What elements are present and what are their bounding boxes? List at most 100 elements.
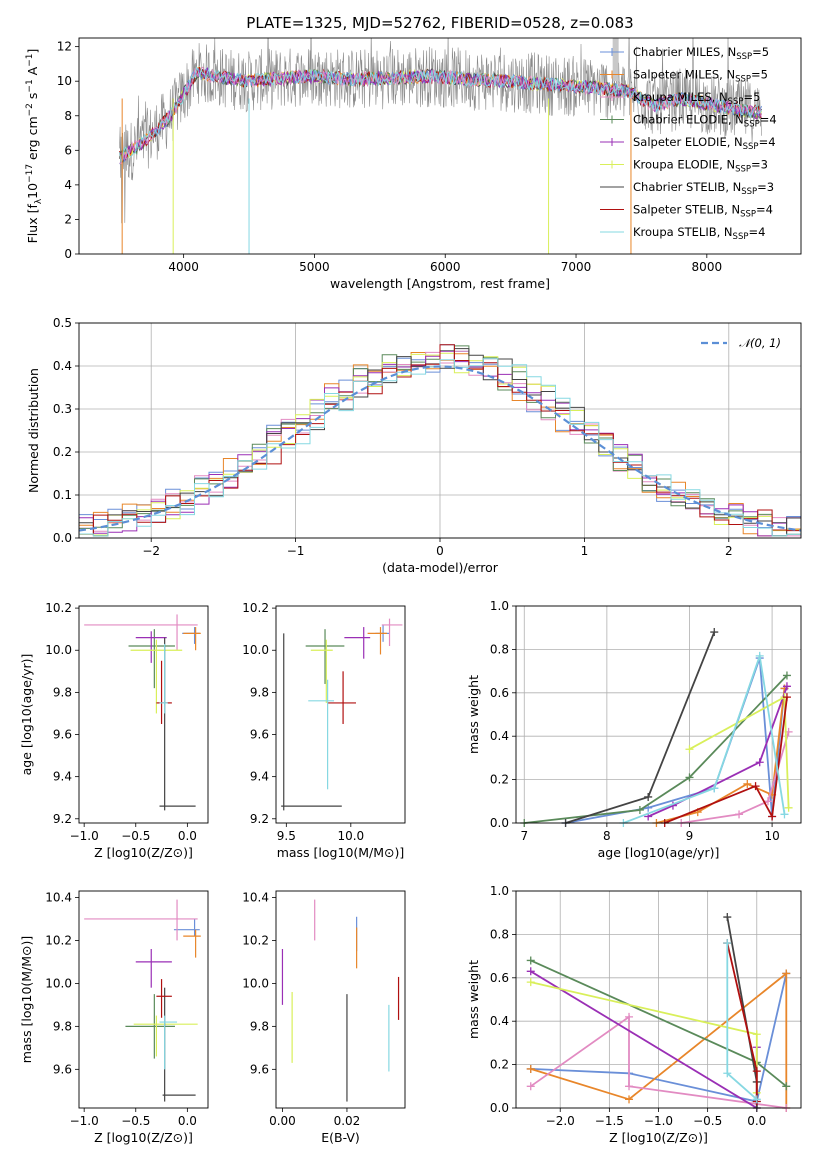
- mass-weight-marker: [723, 913, 732, 922]
- mass-weight-marker: [752, 1030, 761, 1039]
- y-tick-label: 0.2: [490, 1058, 509, 1072]
- mass-weight-marker: [526, 1082, 535, 1091]
- axes-frame: [515, 605, 802, 824]
- x-tick-label: 0.0: [178, 1114, 197, 1128]
- y-tick-label: 10.0: [45, 976, 72, 990]
- model-spectrum: [119, 66, 762, 164]
- y-tick-label: 10.0: [45, 643, 72, 657]
- x-tick-label: 0.0: [178, 829, 197, 843]
- legend-label: Chabrier STELIB, NSSP=3: [633, 180, 774, 197]
- x-axis-label: age [log10(age/yr)]: [598, 845, 720, 860]
- x-tick-label: 1: [581, 544, 589, 558]
- mass-weight-marker: [526, 967, 535, 976]
- y-tick-label: 1.0: [490, 884, 509, 898]
- x-tick-label: −2: [142, 544, 160, 558]
- mass-weight-marker: [644, 792, 653, 801]
- mass-weight-marker: [635, 805, 644, 814]
- mass-weight-line: [524, 674, 788, 824]
- x-tick-label: −1.0: [70, 1114, 99, 1128]
- legend-label: Salpeter MILES, NSSP=5: [633, 68, 768, 85]
- axes-frame: [275, 890, 406, 1109]
- y-axis-label: mass weight: [466, 960, 481, 1039]
- y-tick-label: 0.8: [490, 642, 509, 656]
- y-tick-label: 10.4: [45, 890, 72, 904]
- x-tick-label: 0.00: [269, 1114, 296, 1128]
- y-tick-label: 8: [64, 109, 72, 123]
- x-tick-label: 7: [520, 829, 528, 843]
- x-tick-label: −0.5: [693, 1114, 722, 1128]
- residuals-panel: −2 −1 0 1 2 0.0 0.1 0.2 0.3 0.4 0.5 (data-model)/er…: [26, 316, 802, 575]
- y-tick-label: 1.0: [490, 599, 509, 613]
- mass-weight-marker: [782, 671, 791, 680]
- y-tick-label: 9.8: [250, 685, 269, 699]
- mass-weight-marker: [625, 1095, 634, 1104]
- model-spectrum: [119, 67, 762, 162]
- mass-weight-marker: [735, 810, 744, 819]
- y-tick-label: 10.0: [242, 643, 269, 657]
- mass-weight-marker: [782, 1082, 791, 1091]
- legend-label: Kroupa STELIB, NSSP=4: [633, 225, 765, 242]
- y-tick-label: 0.6: [490, 971, 509, 985]
- y-tick-label: 9.6: [53, 1062, 72, 1076]
- axes-frame: [275, 605, 406, 824]
- y-tick-label: 0.2: [53, 445, 72, 459]
- x-tick-label: 9: [686, 829, 694, 843]
- x-tick-label: 7000: [561, 260, 592, 274]
- mass-weight-marker: [755, 651, 764, 660]
- y-tick-label: 0.8: [490, 927, 509, 941]
- x-axis-label: mass [log10(M/M⊙)]: [277, 845, 405, 860]
- mass-weight-marker: [723, 1069, 732, 1078]
- mass-weight-marker: [752, 1067, 761, 1076]
- y-axis-label: mass weight: [466, 675, 481, 754]
- y-tick-label: 0.6: [490, 686, 509, 700]
- figure-title: PLATE=1325, MJD=52762, FIBERID=0528, z=0…: [246, 14, 633, 32]
- y-tick-label: 0: [64, 247, 72, 261]
- y-tick-label: 10.2: [242, 933, 269, 947]
- mass-weight-line: [530, 973, 788, 1103]
- y-axis-label: Normed distribution: [26, 368, 41, 493]
- y-axis-label: mass [log10(M/M⊙)]: [19, 936, 34, 1064]
- y-tick-label: 0.0: [490, 816, 509, 830]
- y-tick-label: 0.5: [53, 316, 72, 330]
- mass-vs-ebv-panel: 0.00 0.02 9.6 9.8 10.0 10.2 10.4 E(B-V): [242, 890, 406, 1145]
- x-axis-label: E(B-V): [321, 1130, 360, 1145]
- mass-weight-marker: [784, 803, 793, 812]
- x-tick-label: 8: [603, 829, 611, 843]
- mass-weight-marker: [743, 779, 752, 788]
- y-tick-label: 9.8: [53, 685, 72, 699]
- y-tick-label: 0.3: [53, 402, 72, 416]
- mass-weight-marker: [723, 939, 732, 948]
- mass-weight-line: [726, 916, 758, 1108]
- y-tick-label: 9.8: [53, 1019, 72, 1033]
- axes-frame: [515, 890, 802, 1109]
- mass-weight-marker: [768, 812, 777, 821]
- mass-weight-marker: [710, 628, 719, 637]
- y-tick-label: 10.2: [45, 601, 72, 615]
- mass-weight-line: [530, 1015, 787, 1109]
- x-tick-label: 8000: [692, 260, 723, 274]
- mass-weight-marker: [755, 758, 764, 767]
- y-tick-label: 9.2: [53, 812, 72, 826]
- legend-label: Chabrier MILES, NSSP=5: [633, 45, 769, 62]
- age-vs-metallicity-panel: −1.0 −0.5 0.0 9.2 9.4 9.6 9.8 10.0 10.2 Z [log10(…: [19, 601, 209, 860]
- axes-frame: [78, 37, 802, 255]
- x-axis-label: Z [log10(Z/Z⊙)]: [609, 1130, 708, 1145]
- x-tick-label: −0.5: [121, 1114, 150, 1128]
- y-tick-label: 9.6: [250, 728, 269, 742]
- y-tick-label: 10.2: [45, 933, 72, 947]
- x-tick-label: 10.0: [337, 829, 364, 843]
- mass-weight-marker: [752, 1095, 761, 1104]
- x-tick-label: 0.0: [747, 1114, 766, 1128]
- mass-weight-marker: [751, 782, 760, 791]
- mass-weight-line: [530, 971, 788, 1108]
- legend-label: Kroupa ELODIE, NSSP=3: [633, 158, 768, 175]
- y-tick-label: 10.4: [242, 890, 269, 904]
- mass-weight-marker: [763, 797, 772, 806]
- axes-frame: [78, 890, 209, 1109]
- x-tick-label: 0: [436, 544, 444, 558]
- mass-weight-marker: [526, 978, 535, 987]
- y-tick-label: 10.2: [242, 601, 269, 615]
- observed-spectrum: [119, 38, 762, 224]
- y-axis-label: age [log10(age/yr)]: [19, 654, 34, 776]
- normal-curve: [79, 365, 801, 532]
